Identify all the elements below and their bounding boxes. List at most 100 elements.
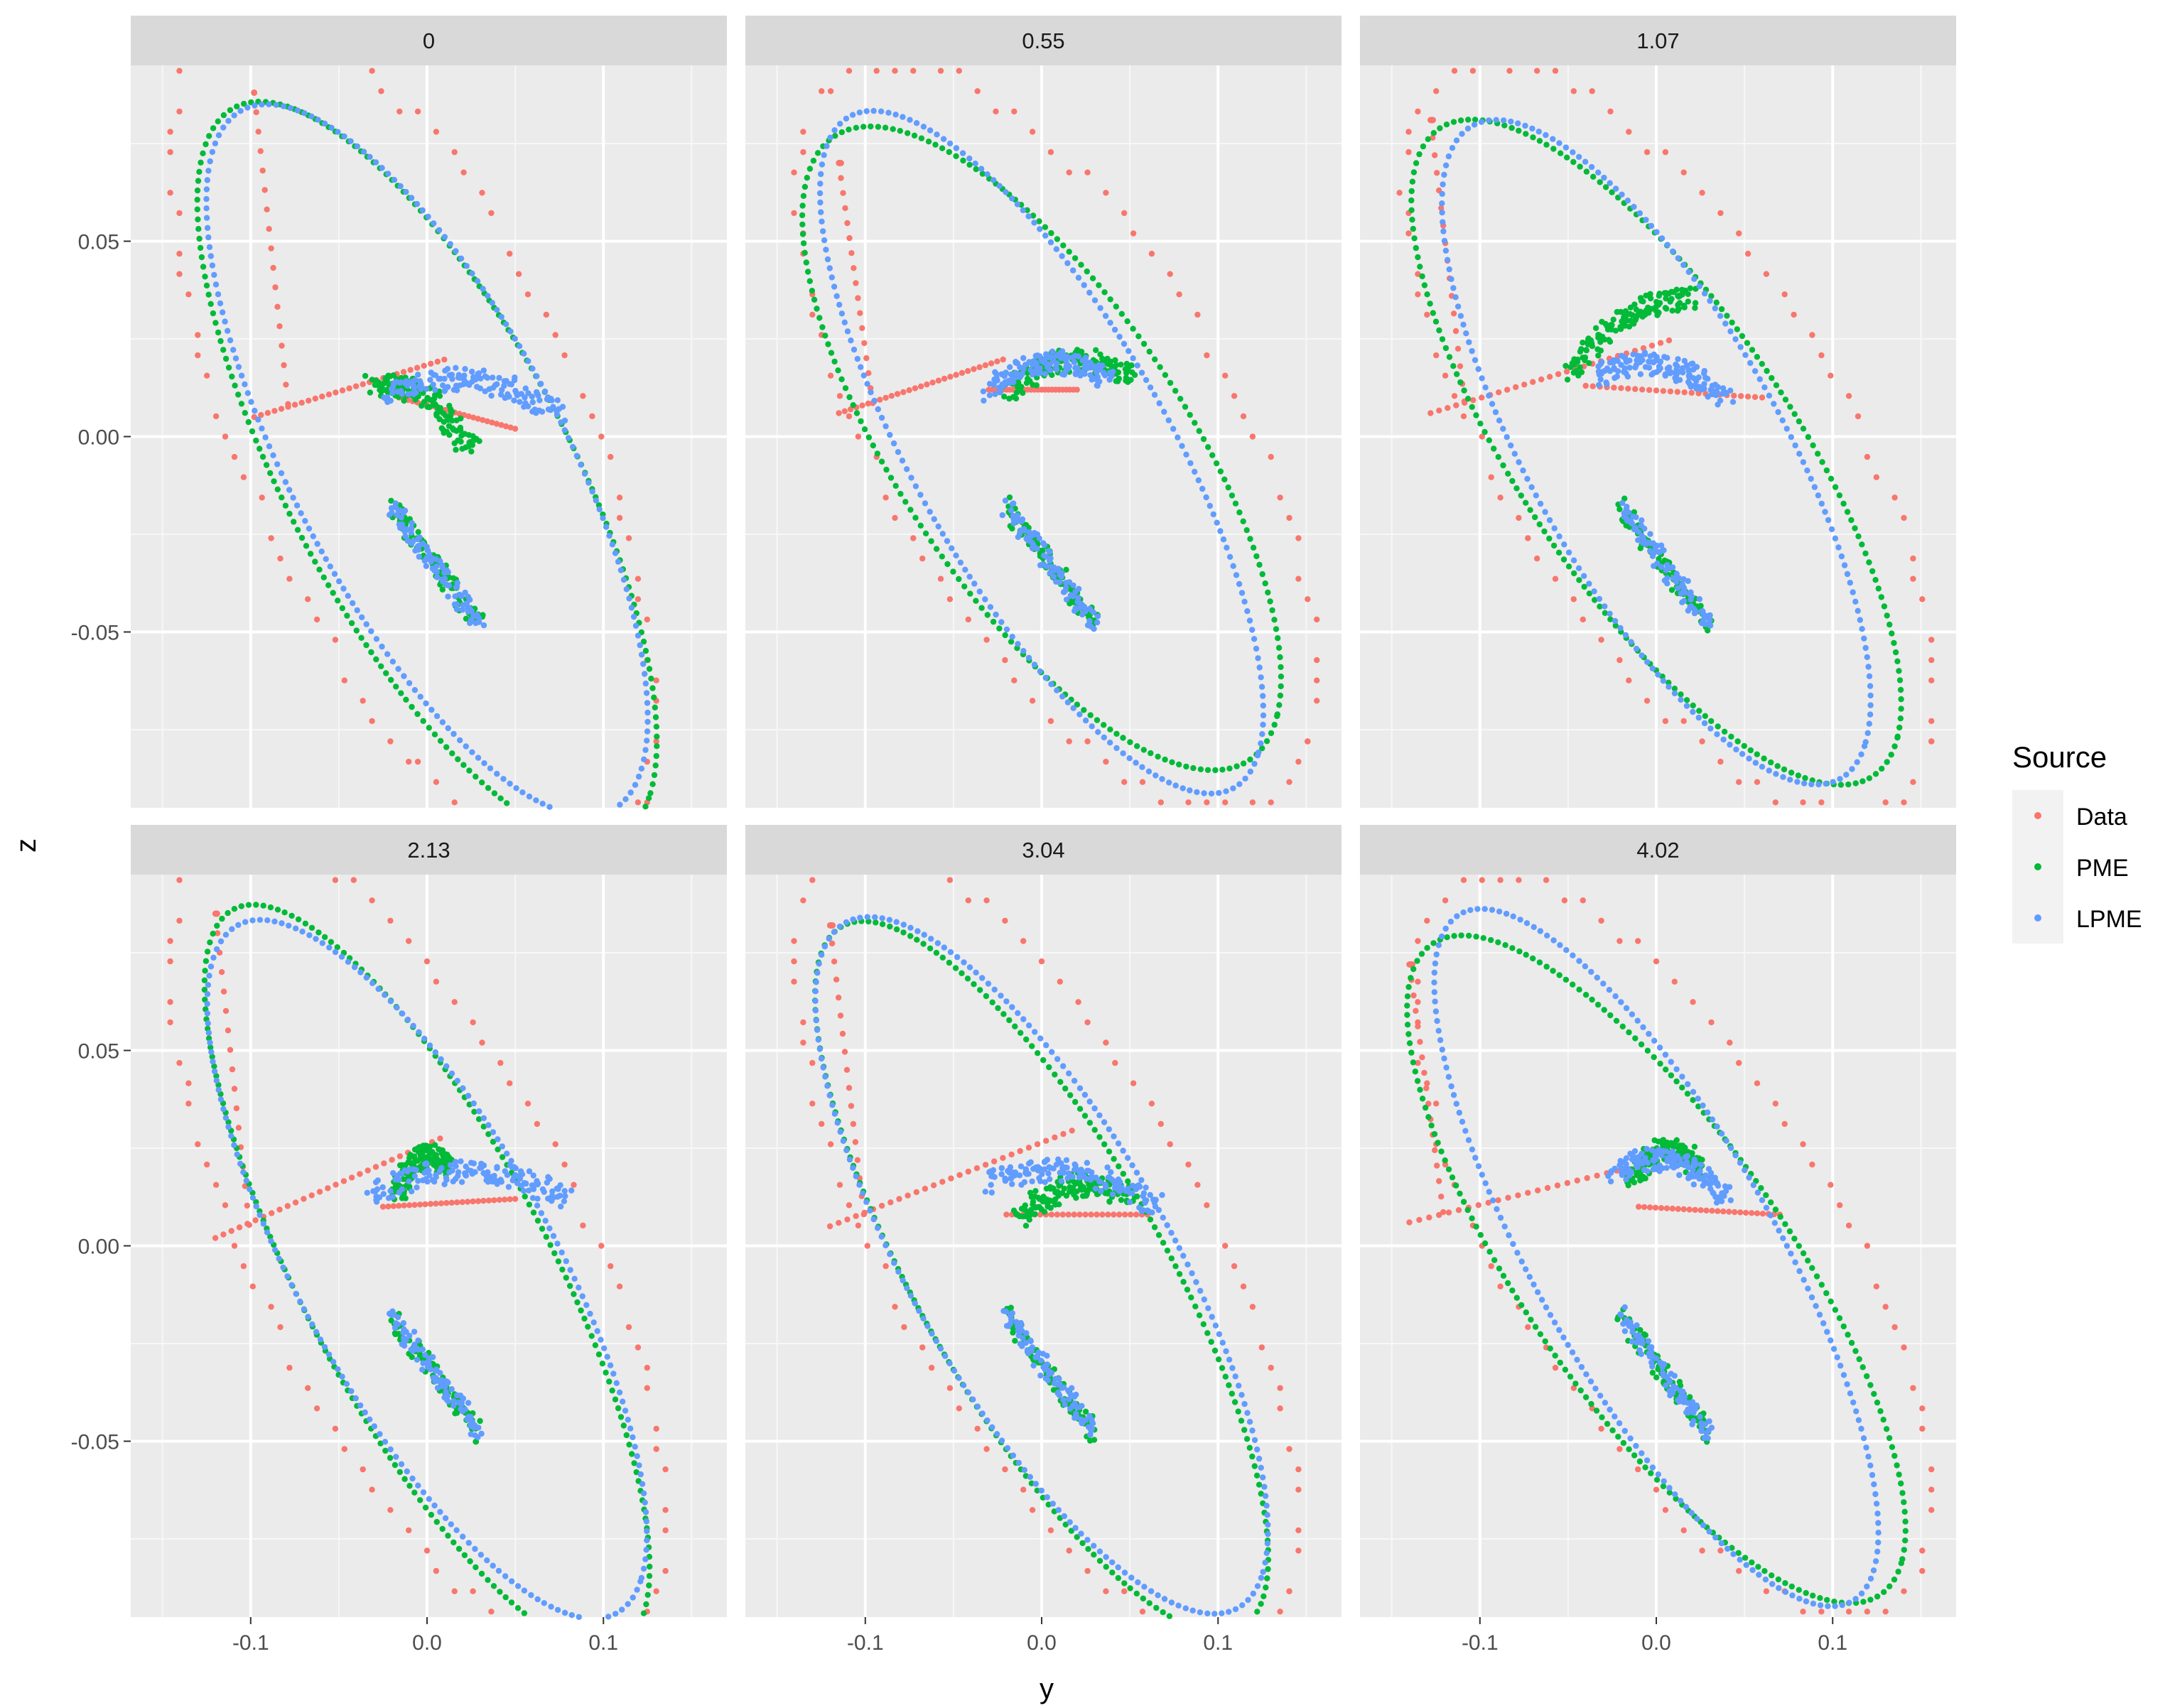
point-lpme (863, 1199, 870, 1206)
point-lpme (1226, 553, 1234, 560)
point-lpme (856, 1182, 863, 1188)
point-pme (219, 915, 225, 922)
point-pme (1631, 509, 1638, 515)
point-lpme (991, 986, 998, 993)
point-lpme (417, 693, 423, 700)
point-pme (1410, 225, 1417, 232)
point-lpme (208, 1049, 215, 1055)
point-data (644, 616, 650, 623)
point-lpme (837, 1128, 843, 1135)
point-lpme (1683, 362, 1690, 369)
point-pme (914, 936, 920, 943)
point-lpme (390, 1312, 397, 1318)
point-lpme (1618, 352, 1625, 359)
point-lpme (1244, 608, 1251, 615)
point-data (1882, 799, 1889, 806)
point-data (1071, 1211, 1077, 1218)
point-pme (466, 767, 473, 774)
point-data (855, 433, 862, 440)
point-lpme (1615, 368, 1621, 374)
point-data (1436, 407, 1442, 414)
point-lpme (1500, 426, 1506, 432)
point-pme (1164, 1248, 1171, 1254)
point-pme (1241, 1427, 1248, 1433)
point-lpme (994, 1431, 1000, 1437)
point-data (910, 67, 917, 74)
point-data (274, 303, 281, 310)
point-pme (922, 530, 929, 536)
point-lpme (204, 1010, 211, 1017)
point-lpme (860, 372, 868, 379)
point-lpme (1180, 785, 1186, 791)
point-pme (1027, 1211, 1034, 1218)
point-lpme (817, 199, 824, 206)
point-lpme (415, 1337, 421, 1344)
point-lpme (987, 604, 994, 610)
point-data (416, 1201, 423, 1208)
point-lpme (1199, 485, 1206, 492)
point-lpme (414, 1356, 421, 1363)
point-pme (274, 907, 281, 913)
point-pme (1253, 1472, 1261, 1479)
point-data (1084, 169, 1091, 175)
point-lpme (1707, 617, 1713, 624)
point-lpme (578, 462, 584, 468)
point-lpme (1792, 442, 1798, 449)
point-data (836, 410, 842, 416)
point-data (888, 393, 895, 399)
point-data (176, 108, 183, 115)
point-lpme (818, 209, 824, 215)
point-data (580, 393, 586, 399)
point-data (877, 396, 883, 403)
point-data (308, 1192, 315, 1199)
point-pme (1247, 756, 1253, 763)
point-lpme (822, 1074, 828, 1080)
point-lpme (1044, 1494, 1051, 1501)
point-lpme (984, 1417, 990, 1424)
point-lpme (1003, 189, 1009, 195)
point-pme (1696, 708, 1702, 714)
point-pme (1093, 347, 1099, 353)
point-data (948, 1175, 954, 1182)
point-pme (196, 235, 203, 242)
point-data (433, 1567, 440, 1574)
point-lpme (1015, 534, 1022, 541)
point-pme (933, 546, 940, 552)
point-lpme (395, 666, 401, 672)
point-lpme (1732, 336, 1739, 342)
point-lpme (1850, 589, 1856, 595)
point-lpme (886, 917, 893, 923)
point-pme (426, 725, 432, 731)
point-lpme (259, 101, 265, 108)
point-lpme (1014, 201, 1021, 207)
point-data (1699, 738, 1705, 745)
point-data (332, 637, 339, 643)
point-pme (1518, 492, 1524, 499)
point-lpme (1475, 366, 1481, 372)
point-lpme (237, 108, 244, 114)
point-pme (893, 926, 900, 933)
point-lpme (539, 409, 546, 415)
point-lpme (927, 127, 934, 134)
point-lpme (554, 1241, 561, 1247)
point-data (1277, 1385, 1283, 1391)
point-pme (1527, 507, 1533, 513)
point-pme (260, 902, 266, 909)
point-data (1054, 1211, 1061, 1218)
point-lpme (1657, 358, 1664, 365)
point-data (484, 418, 490, 425)
point-pme (1590, 173, 1597, 180)
point-data (1286, 1588, 1292, 1594)
point-data (1314, 656, 1320, 664)
point-data (460, 169, 467, 175)
point-lpme (878, 108, 885, 114)
point-lpme (430, 1353, 436, 1361)
point-pme (1859, 541, 1865, 548)
point-lpme (1245, 1596, 1251, 1604)
point-pme (231, 906, 238, 912)
point-pme (1085, 1546, 1091, 1552)
point-data (865, 400, 872, 407)
point-pme (1457, 117, 1464, 124)
point-lpme (469, 368, 475, 375)
point-lpme (1061, 1513, 1068, 1520)
